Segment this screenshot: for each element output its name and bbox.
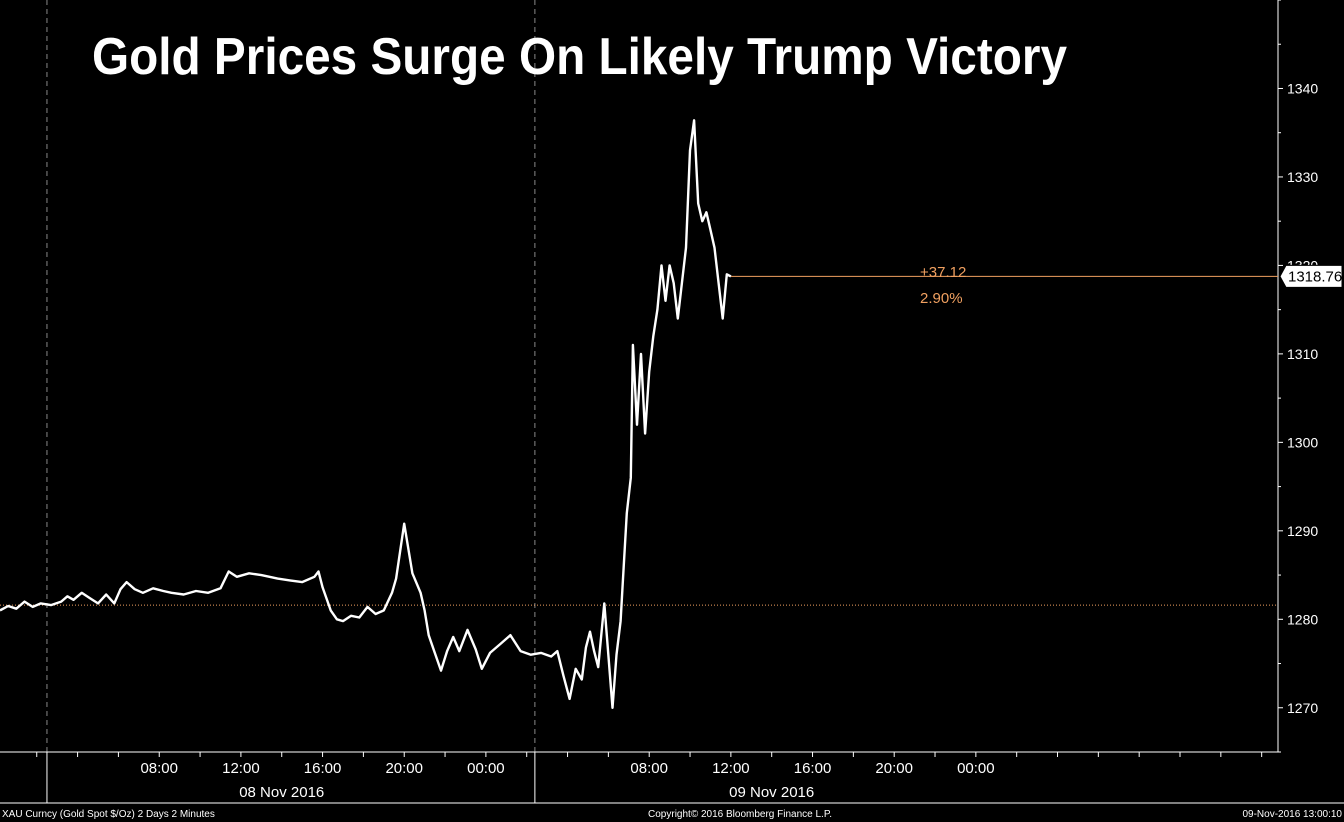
- x-tick-label: 00:00: [957, 760, 995, 777]
- x-tick-label: 08:00: [140, 760, 178, 777]
- axes: [0, 0, 1344, 804]
- x-axis-date-labels: 08 Nov 2016 09 Nov 2016: [239, 784, 814, 801]
- x-tick-label: 00:00: [467, 760, 505, 777]
- last-price-label: 1318.76: [1288, 268, 1342, 285]
- footer-right: 09-Nov-2016 13:00:10: [1242, 809, 1342, 820]
- last-price-box: 1318.76: [1279, 264, 1343, 288]
- footer-left: XAU Curncy (Gold Spot $/Oz) 2 Days 2 Min…: [2, 809, 215, 820]
- y-axis-ticks: 12701280129013001310132013301340: [1278, 0, 1318, 753]
- chart-title: Gold Prices Surge On Likely Trump Victor…: [92, 28, 1067, 86]
- y-tick-label: 1280: [1287, 611, 1318, 627]
- date-label: 09 Nov 2016: [729, 784, 814, 801]
- x-tick-label: 20:00: [875, 760, 913, 777]
- y-tick-label: 1330: [1287, 169, 1318, 185]
- footer-center: Copyright© 2016 Bloomberg Finance L.P.: [648, 809, 832, 820]
- y-tick-label: 1290: [1287, 523, 1318, 539]
- y-tick-label: 1340: [1287, 80, 1318, 96]
- change-pct-label: 2.90%: [920, 290, 963, 307]
- x-tick-label: 16:00: [794, 760, 832, 777]
- x-axis-ticks: 08:00 12:00 16:00 20:00 00:00 08:00 12:00 16:00…: [36, 752, 1263, 777]
- series-line: [0, 119, 732, 709]
- date-label: 08 Nov 2016: [239, 784, 324, 801]
- change-label: +37.12: [920, 264, 966, 281]
- y-tick-label: 1270: [1287, 700, 1318, 716]
- x-tick-label: 12:00: [712, 760, 750, 777]
- x-tick-label: 08:00: [630, 760, 668, 777]
- day-separators: [46, 0, 536, 803]
- x-tick-label: 16:00: [304, 760, 342, 777]
- y-tick-label: 1300: [1287, 434, 1318, 450]
- y-tick-label: 1310: [1287, 346, 1318, 362]
- x-tick-label: 12:00: [222, 760, 260, 777]
- x-tick-label: 20:00: [385, 760, 423, 777]
